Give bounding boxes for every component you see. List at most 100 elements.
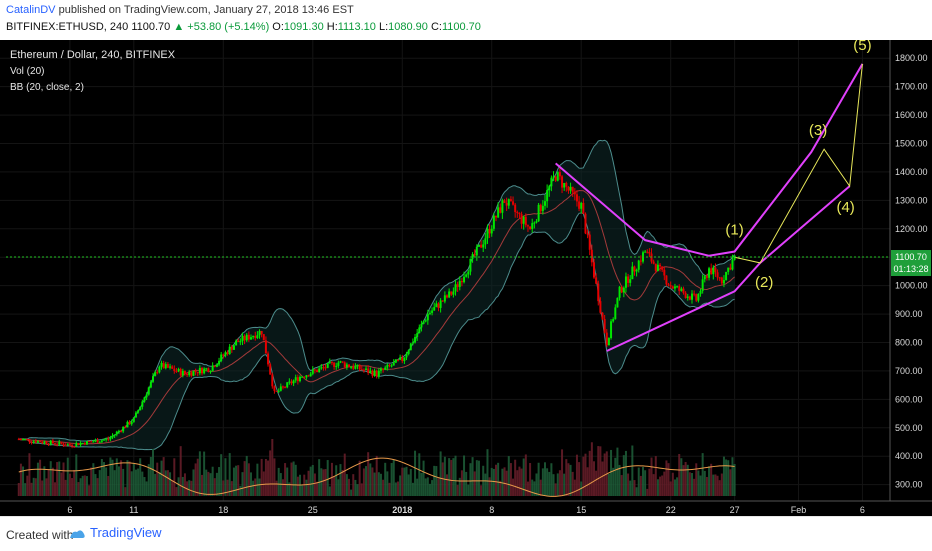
candle-body (661, 266, 664, 270)
candle-body (152, 376, 154, 382)
volume-bar (695, 463, 698, 496)
candle-body (239, 341, 242, 343)
volume-bar (452, 458, 455, 496)
volume-bar (81, 475, 84, 496)
candle-body (81, 442, 84, 444)
candle-body (541, 205, 544, 212)
volume-bar (650, 457, 653, 496)
candle-body (414, 337, 417, 343)
time-axis[interactable] (0, 501, 932, 516)
candle-body (222, 354, 225, 356)
candle-body (258, 330, 261, 336)
volume-bar (54, 482, 56, 496)
time-tick-label: 25 (308, 505, 318, 515)
volume-bar (720, 473, 723, 496)
candle-body (254, 335, 257, 339)
candle-body (209, 371, 212, 373)
volume-bar (682, 465, 685, 496)
candle-body (92, 441, 95, 443)
candle-body (501, 200, 504, 213)
volume-bar (350, 489, 353, 496)
candle-body (179, 368, 182, 376)
volume-bar (224, 458, 227, 496)
candle-body (652, 261, 655, 264)
volume-bar (448, 458, 451, 496)
wave-line (555, 63, 864, 257)
volume-bar (403, 467, 406, 496)
price-tick-label: 1800.00 (895, 53, 928, 63)
volume-bar (36, 462, 39, 496)
candle-body (350, 366, 353, 368)
time-tick-label: 18 (218, 505, 228, 515)
volume-bar (665, 460, 668, 496)
candle-body (201, 368, 203, 374)
bar-countdown-label: 01:13:28 (893, 264, 928, 274)
candle-body (39, 441, 42, 443)
volume-bar (156, 462, 159, 496)
open-value: 1091.30 (283, 21, 324, 33)
volume-bar (209, 473, 212, 496)
volume-bar (499, 480, 502, 496)
time-tick-label: 22 (666, 505, 676, 515)
author-link[interactable]: CatalinDV (6, 4, 56, 16)
tradingview-link[interactable]: TradingView (68, 525, 162, 540)
volume-bar (554, 483, 557, 496)
candle-body (575, 194, 578, 202)
low-value: 1080.90 (388, 21, 428, 33)
candle-body (509, 199, 512, 202)
candle-body (245, 334, 248, 341)
projection-line (734, 63, 863, 264)
candle-body (207, 368, 210, 372)
candle-body (117, 430, 120, 432)
candle-body (181, 370, 184, 376)
volume-bar (407, 474, 410, 496)
close-value: 1100.70 (441, 21, 481, 33)
candle-body (420, 323, 423, 328)
volume-bar (716, 475, 719, 496)
candle-body (330, 362, 333, 364)
wave-label: (1) (725, 222, 743, 239)
volume-bar (85, 476, 88, 496)
candle-body (96, 440, 99, 443)
volume-bar (109, 457, 112, 496)
volume-bar (318, 459, 321, 496)
candle-body (497, 207, 500, 218)
candle-body (729, 267, 732, 270)
candle-body (120, 430, 123, 432)
candle-body (607, 338, 610, 346)
candle-body (691, 293, 693, 300)
volume-bar (497, 462, 500, 496)
candle-body (673, 286, 676, 289)
volume-bar (531, 479, 534, 496)
volume-bar (75, 454, 78, 496)
candle-body (252, 335, 255, 338)
volume-bar (196, 458, 199, 496)
volume-bar (646, 488, 649, 496)
volume-bar (258, 478, 261, 496)
volume-bar (516, 470, 519, 496)
time-tick-label: 2018 (392, 505, 412, 515)
candle-body (98, 441, 101, 443)
candle-body (699, 290, 702, 294)
candle-body (529, 226, 532, 229)
candle-body (143, 397, 146, 402)
volume-bar (463, 455, 466, 496)
candle-body (375, 370, 378, 377)
volume-bar (522, 458, 525, 496)
candle-body (612, 319, 615, 322)
candle-body (727, 267, 730, 272)
volume-bar (273, 458, 276, 496)
volume-bar (578, 462, 581, 496)
volume-bar (446, 474, 448, 496)
low-label: L: (378, 21, 389, 33)
volume-bar (237, 465, 240, 496)
candle-body (192, 371, 195, 376)
volume-bars (17, 438, 736, 497)
candle-body (75, 443, 78, 447)
high-label: H: (326, 21, 338, 33)
volume-bar (201, 474, 203, 496)
legend-title: Ethereum / Dollar, 240, BITFINEX (10, 49, 176, 61)
volume-bar (652, 474, 655, 496)
chart-area[interactable]: (1) (2) (3) (4) (5) 300.00 400.00 500.00 600.00… (0, 37, 932, 516)
price-chart[interactable]: (1) (2) (3) (4) (5) 300.00 400.00 500.00 600.00… (0, 37, 932, 516)
